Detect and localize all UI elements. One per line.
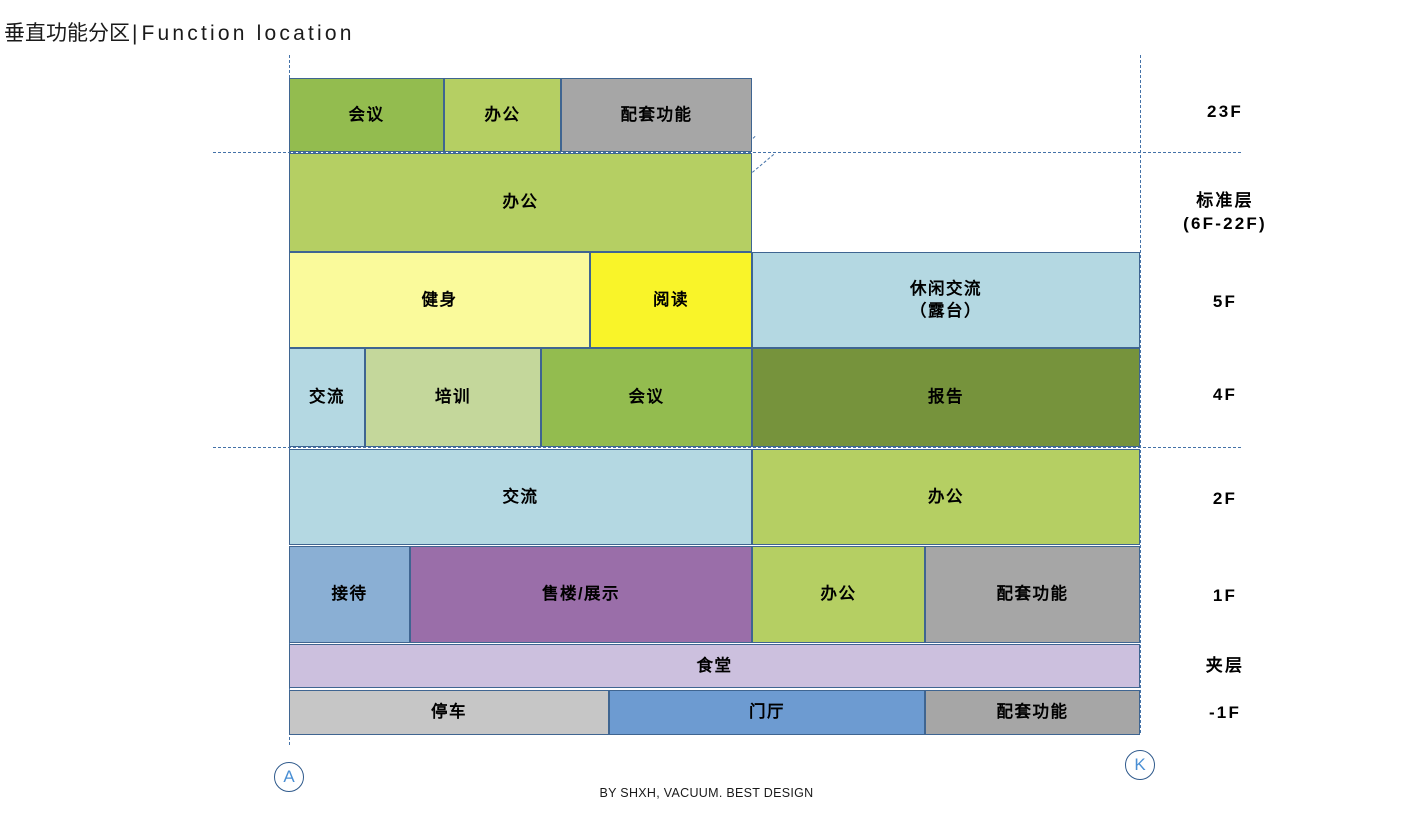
page-title: 垂直功能分区| Function location (4, 17, 355, 47)
zone-cell[interactable]: 办公 (289, 153, 752, 252)
floor-row-4f: 交流 培训 会议 报告 (289, 348, 1140, 447)
zone-cell[interactable]: 配套功能 (925, 546, 1140, 643)
zone-cell[interactable]: 会议 (289, 78, 444, 152)
zone-cell[interactable]: 阅读 (590, 252, 752, 348)
floor-row-standard: 办公 (289, 153, 752, 252)
floor-label-4f: 4F (1212, 385, 1238, 404)
floor-row-1f: 接待 售楼/展示 办公 配套功能 (289, 546, 1140, 643)
zone-cell[interactable]: 配套功能 (561, 78, 752, 152)
floor-label-2f: 2F (1212, 489, 1238, 508)
diagonal-connector-standard (752, 154, 775, 173)
floor-label-1f: 1F (1212, 586, 1238, 605)
extension-line-4f (213, 447, 1241, 448)
footer-credit: BY SHXH, VACUUM. BEST DESIGN (599, 786, 814, 800)
floor-row-2f: 交流 办公 (289, 449, 1140, 545)
zone-cell[interactable]: 接待 (289, 546, 410, 643)
floor-label-b1: -1F (1208, 703, 1242, 722)
page-title-cn: 垂直功能分区 (4, 22, 130, 45)
floor-label-23f: 23F (1207, 102, 1243, 121)
page-title-en: Function location (141, 22, 355, 45)
floor-row-23f: 会议 办公 配套功能 (289, 78, 752, 152)
axis-line-k (1140, 55, 1141, 733)
floor-label-standard: 标准层 (6F-22F) (1183, 191, 1267, 233)
extension-line-23f (213, 152, 1241, 153)
floor-row-b1: 停车 门厅 配套功能 (289, 690, 1140, 735)
zone-cell[interactable]: 交流 (289, 348, 365, 447)
page-title-separator: | (132, 22, 138, 45)
floor-label-5f: 5F (1212, 292, 1238, 311)
floor-row-5f: 健身 阅读 休闲交流 （露台） (289, 252, 1140, 348)
zone-cell[interactable]: 售楼/展示 (410, 546, 752, 643)
zone-cell[interactable]: 培训 (365, 348, 541, 447)
zone-cell[interactable]: 交流 (289, 449, 752, 545)
axis-marker-k[interactable]: K (1125, 750, 1155, 780)
zone-cell[interactable]: 休闲交流 （露台） (752, 252, 1140, 348)
axis-marker-a[interactable]: A (274, 762, 304, 792)
zone-cell[interactable]: 办公 (444, 78, 561, 152)
floor-row-mezzanine: 食堂 (289, 644, 1140, 688)
zone-cell[interactable]: 办公 (752, 449, 1140, 545)
zone-cell[interactable]: 配套功能 (925, 690, 1140, 735)
zone-cell[interactable]: 食堂 (289, 644, 1140, 688)
zone-cell[interactable]: 健身 (289, 252, 590, 348)
zone-cell[interactable]: 停车 (289, 690, 609, 735)
zone-cell[interactable]: 办公 (752, 546, 925, 643)
floor-label-mezzanine: 夹层 (1205, 656, 1245, 675)
zone-cell[interactable]: 会议 (541, 348, 752, 447)
zone-cell[interactable]: 门厅 (609, 690, 925, 735)
zone-cell[interactable]: 报告 (752, 348, 1140, 447)
